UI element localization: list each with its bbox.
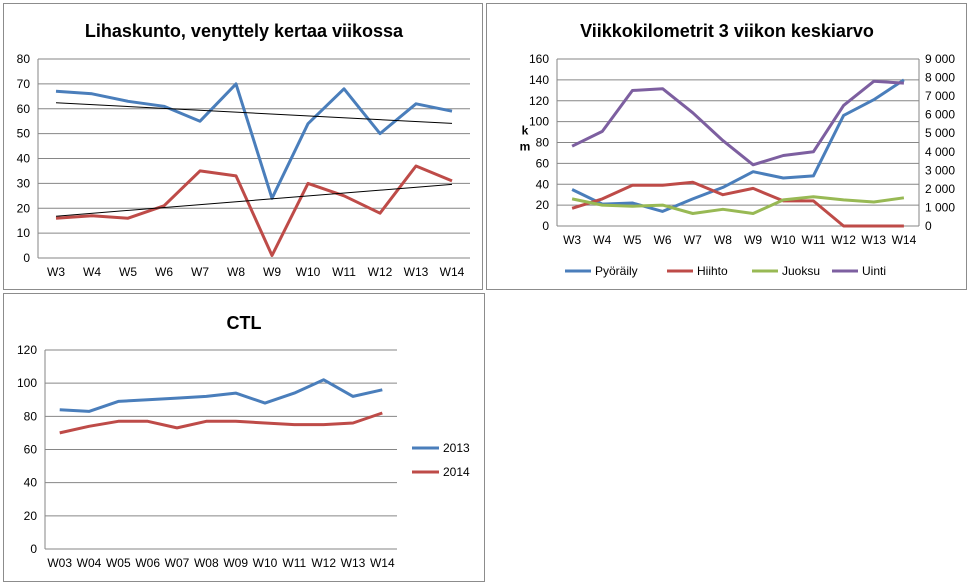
y-axis-label: m bbox=[520, 140, 531, 154]
x-tick-label: W10 bbox=[253, 556, 278, 570]
x-tick-label: W8 bbox=[714, 233, 732, 247]
y-tick-label: 10 bbox=[17, 226, 31, 240]
series-line-2014 bbox=[59, 411, 383, 435]
x-tick-label: W09 bbox=[223, 556, 248, 570]
x-tick-label: W04 bbox=[77, 556, 102, 570]
y-tick-label: 100 bbox=[17, 376, 37, 390]
chart-panel-ctl: CTL 0 20 40 60 80 100 120 W03 W04 W05 W06 W07 W08 W09… bbox=[3, 293, 485, 582]
y-tick-label: 30 bbox=[17, 176, 31, 190]
x-tick-label: W12 bbox=[311, 556, 336, 570]
y-tick-label: 60 bbox=[536, 156, 550, 170]
y-tick-label: 0 bbox=[30, 542, 37, 556]
y-tick-label: 120 bbox=[529, 94, 549, 108]
legend-label: Pyöräily bbox=[595, 264, 638, 278]
legend-label: Juoksu bbox=[782, 264, 820, 278]
y-tick-label: 80 bbox=[17, 52, 31, 66]
y-tick-label: 60 bbox=[24, 443, 38, 457]
y-tick-label: 120 bbox=[17, 343, 37, 357]
series-line-Juoksu bbox=[571, 195, 905, 215]
y2-tick-label: 4 000 bbox=[925, 145, 955, 159]
y2-tick-label: 2 000 bbox=[925, 182, 955, 196]
chart-muscle-stretch: Lihaskunto, venyttely kertaa viikossa 0 1… bbox=[17, 21, 470, 279]
y2-tick-label: 0 bbox=[925, 219, 932, 233]
x-tick-label: W10 bbox=[296, 265, 321, 279]
y2-tick-label: 6 000 bbox=[925, 108, 955, 122]
x-tick-label: W13 bbox=[404, 265, 429, 279]
y2-tick-label: 3 000 bbox=[925, 163, 955, 177]
legend-label: Hiihto bbox=[697, 264, 728, 278]
chart-panel-weekly-km: Viikkokilometrit 3 viikon keskiarvo 0 20 4… bbox=[486, 3, 967, 290]
trendline bbox=[55, 183, 453, 217]
y-tick-label: 60 bbox=[17, 102, 31, 116]
y2-tick-label: 7 000 bbox=[925, 89, 955, 103]
series-line-2013 bbox=[59, 378, 383, 413]
y-tick-label: 20 bbox=[17, 201, 31, 215]
chart-panel-muscle: Lihaskunto, venyttely kertaa viikossa 0 1… bbox=[3, 3, 483, 290]
x-tick-label: W14 bbox=[370, 556, 395, 570]
x-tick-label: W7 bbox=[684, 233, 702, 247]
y-tick-label: 40 bbox=[536, 177, 550, 191]
legend-label: 2014 bbox=[443, 465, 470, 479]
y2-tick-label: 9 000 bbox=[925, 52, 955, 66]
y-tick-label: 70 bbox=[17, 77, 31, 91]
x-tick-label: W4 bbox=[83, 265, 101, 279]
x-tick-label: W5 bbox=[623, 233, 641, 247]
x-tick-label: W9 bbox=[263, 265, 281, 279]
x-tick-label: W13 bbox=[861, 233, 886, 247]
series-line-1 bbox=[55, 164, 453, 257]
x-tick-label: W12 bbox=[368, 265, 393, 279]
x-tick-label: W5 bbox=[119, 265, 137, 279]
y-tick-label: 20 bbox=[24, 509, 38, 523]
x-tick-label: W13 bbox=[341, 556, 366, 570]
series-line-0 bbox=[55, 82, 453, 200]
y-tick-label: 40 bbox=[17, 152, 31, 166]
y2-tick-label: 8 000 bbox=[925, 71, 955, 85]
chart-title: Viikkokilometrit 3 viikon keskiarvo bbox=[580, 21, 874, 41]
x-tick-label: W9 bbox=[744, 233, 762, 247]
y-axis-label: k bbox=[522, 124, 529, 138]
chart-title: CTL bbox=[227, 313, 262, 333]
x-tick-label: W11 bbox=[282, 556, 306, 570]
x-tick-label: W3 bbox=[47, 265, 65, 279]
x-tick-label: W6 bbox=[654, 233, 672, 247]
x-tick-label: W12 bbox=[831, 233, 856, 247]
y-tick-label: 100 bbox=[529, 115, 549, 129]
y-tick-label: 0 bbox=[542, 219, 549, 233]
x-tick-label: W11 bbox=[332, 265, 356, 279]
x-tick-label: W4 bbox=[593, 233, 611, 247]
x-tick-label: W08 bbox=[194, 556, 219, 570]
x-tick-label: W11 bbox=[802, 233, 826, 247]
x-tick-label: W3 bbox=[563, 233, 581, 247]
y-tick-label: 80 bbox=[24, 409, 38, 423]
chart-weekly-km: Viikkokilometrit 3 viikon keskiarvo 0 20 4… bbox=[520, 21, 956, 278]
x-tick-label: W03 bbox=[47, 556, 72, 570]
x-tick-label: W05 bbox=[106, 556, 131, 570]
series-line-Pyöräily bbox=[571, 78, 905, 213]
legend-label: 2013 bbox=[443, 441, 470, 455]
series-line-Hiihto bbox=[571, 180, 904, 228]
trendline bbox=[55, 102, 453, 124]
y-tick-label: 140 bbox=[529, 73, 549, 87]
y2-tick-label: 1 000 bbox=[925, 200, 955, 214]
x-tick-label: W14 bbox=[892, 233, 917, 247]
y-tick-label: 0 bbox=[23, 251, 30, 265]
chart-ctl: CTL 0 20 40 60 80 100 120 W03 W04 W05 W06 W07 W08 W09… bbox=[17, 313, 470, 570]
y-tick-label: 50 bbox=[17, 127, 31, 141]
x-tick-label: W8 bbox=[227, 265, 245, 279]
y2-tick-label: 5 000 bbox=[925, 126, 955, 140]
legend-label: Uinti bbox=[862, 264, 886, 278]
x-tick-label: W06 bbox=[135, 556, 160, 570]
series-line-Uinti bbox=[571, 79, 904, 167]
x-tick-label: W10 bbox=[771, 233, 796, 247]
chart-title: Lihaskunto, venyttely kertaa viikossa bbox=[85, 21, 404, 41]
x-tick-label: W7 bbox=[191, 265, 209, 279]
x-tick-label: W07 bbox=[165, 556, 190, 570]
x-tick-label: W6 bbox=[155, 265, 173, 279]
y-tick-label: 160 bbox=[529, 52, 549, 66]
y-tick-label: 80 bbox=[536, 136, 550, 150]
x-tick-label: W14 bbox=[440, 265, 465, 279]
y-tick-label: 20 bbox=[536, 198, 550, 212]
y-tick-label: 40 bbox=[24, 476, 38, 490]
